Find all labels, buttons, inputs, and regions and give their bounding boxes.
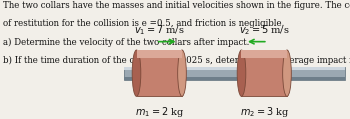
Bar [241, 50, 287, 58]
Bar [136, 50, 182, 58]
Text: $v_1 = 7$ m/s: $v_1 = 7$ m/s [134, 23, 184, 37]
Text: $m_2 = 3$ kg: $m_2 = 3$ kg [240, 105, 289, 119]
Text: $v_2 = 5$ m/s: $v_2 = 5$ m/s [239, 23, 289, 37]
Ellipse shape [132, 50, 141, 96]
Text: $m_1 = 2$ kg: $m_1 = 2$ kg [135, 105, 184, 119]
Text: of restitution for the collision is e =0.5, and friction is negligible.: of restitution for the collision is e =0… [3, 19, 284, 28]
Bar [124, 77, 345, 80]
Text: b) If the time duration of the collision is 0.025 s, determine the average impac: b) If the time duration of the collision… [3, 56, 350, 65]
Bar [136, 50, 182, 96]
Bar [241, 50, 287, 96]
Ellipse shape [178, 50, 186, 96]
Ellipse shape [283, 50, 291, 96]
Text: The two collars have the masses and initial velocities shown in the figure. The : The two collars have the masses and init… [3, 1, 350, 10]
Ellipse shape [237, 50, 246, 96]
Bar [124, 67, 345, 70]
Bar [124, 67, 345, 80]
Text: a) Determine the velocity of the two collars after impact.: a) Determine the velocity of the two col… [3, 37, 249, 47]
